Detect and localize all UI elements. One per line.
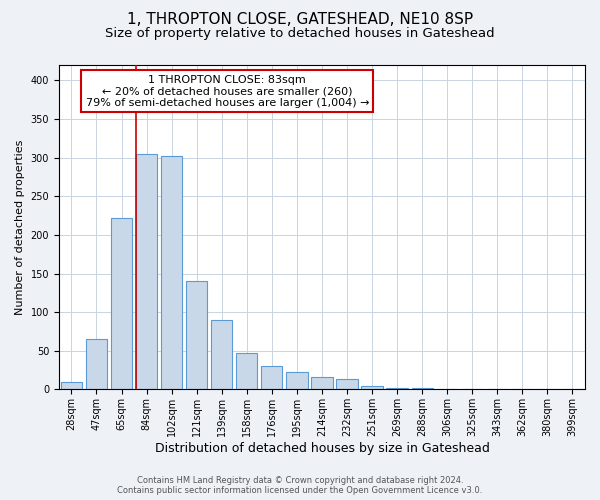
Bar bbox=[161, 156, 182, 390]
Bar bbox=[562, 388, 583, 390]
Bar bbox=[211, 320, 232, 390]
Bar bbox=[186, 282, 208, 390]
Bar bbox=[461, 388, 483, 390]
Bar bbox=[86, 339, 107, 390]
Text: 1 THROPTON CLOSE: 83sqm
← 20% of detached houses are smaller (260)
79% of semi-d: 1 THROPTON CLOSE: 83sqm ← 20% of detache… bbox=[86, 74, 369, 108]
Bar bbox=[487, 388, 508, 390]
Bar bbox=[136, 154, 157, 390]
Bar bbox=[236, 353, 257, 390]
Bar bbox=[437, 388, 458, 390]
Y-axis label: Number of detached properties: Number of detached properties bbox=[15, 140, 25, 315]
Bar bbox=[311, 377, 332, 390]
Text: 1, THROPTON CLOSE, GATESHEAD, NE10 8SP: 1, THROPTON CLOSE, GATESHEAD, NE10 8SP bbox=[127, 12, 473, 28]
Bar bbox=[286, 372, 308, 390]
Bar bbox=[361, 386, 383, 390]
Bar bbox=[512, 388, 533, 390]
X-axis label: Distribution of detached houses by size in Gateshead: Distribution of detached houses by size … bbox=[155, 442, 490, 455]
Bar bbox=[111, 218, 132, 390]
Text: Contains HM Land Registry data © Crown copyright and database right 2024.
Contai: Contains HM Land Registry data © Crown c… bbox=[118, 476, 482, 495]
Bar bbox=[61, 382, 82, 390]
Bar bbox=[261, 366, 283, 390]
Bar bbox=[337, 380, 358, 390]
Bar bbox=[412, 388, 433, 390]
Text: Size of property relative to detached houses in Gateshead: Size of property relative to detached ho… bbox=[105, 28, 495, 40]
Bar bbox=[537, 388, 558, 390]
Bar bbox=[386, 388, 408, 390]
